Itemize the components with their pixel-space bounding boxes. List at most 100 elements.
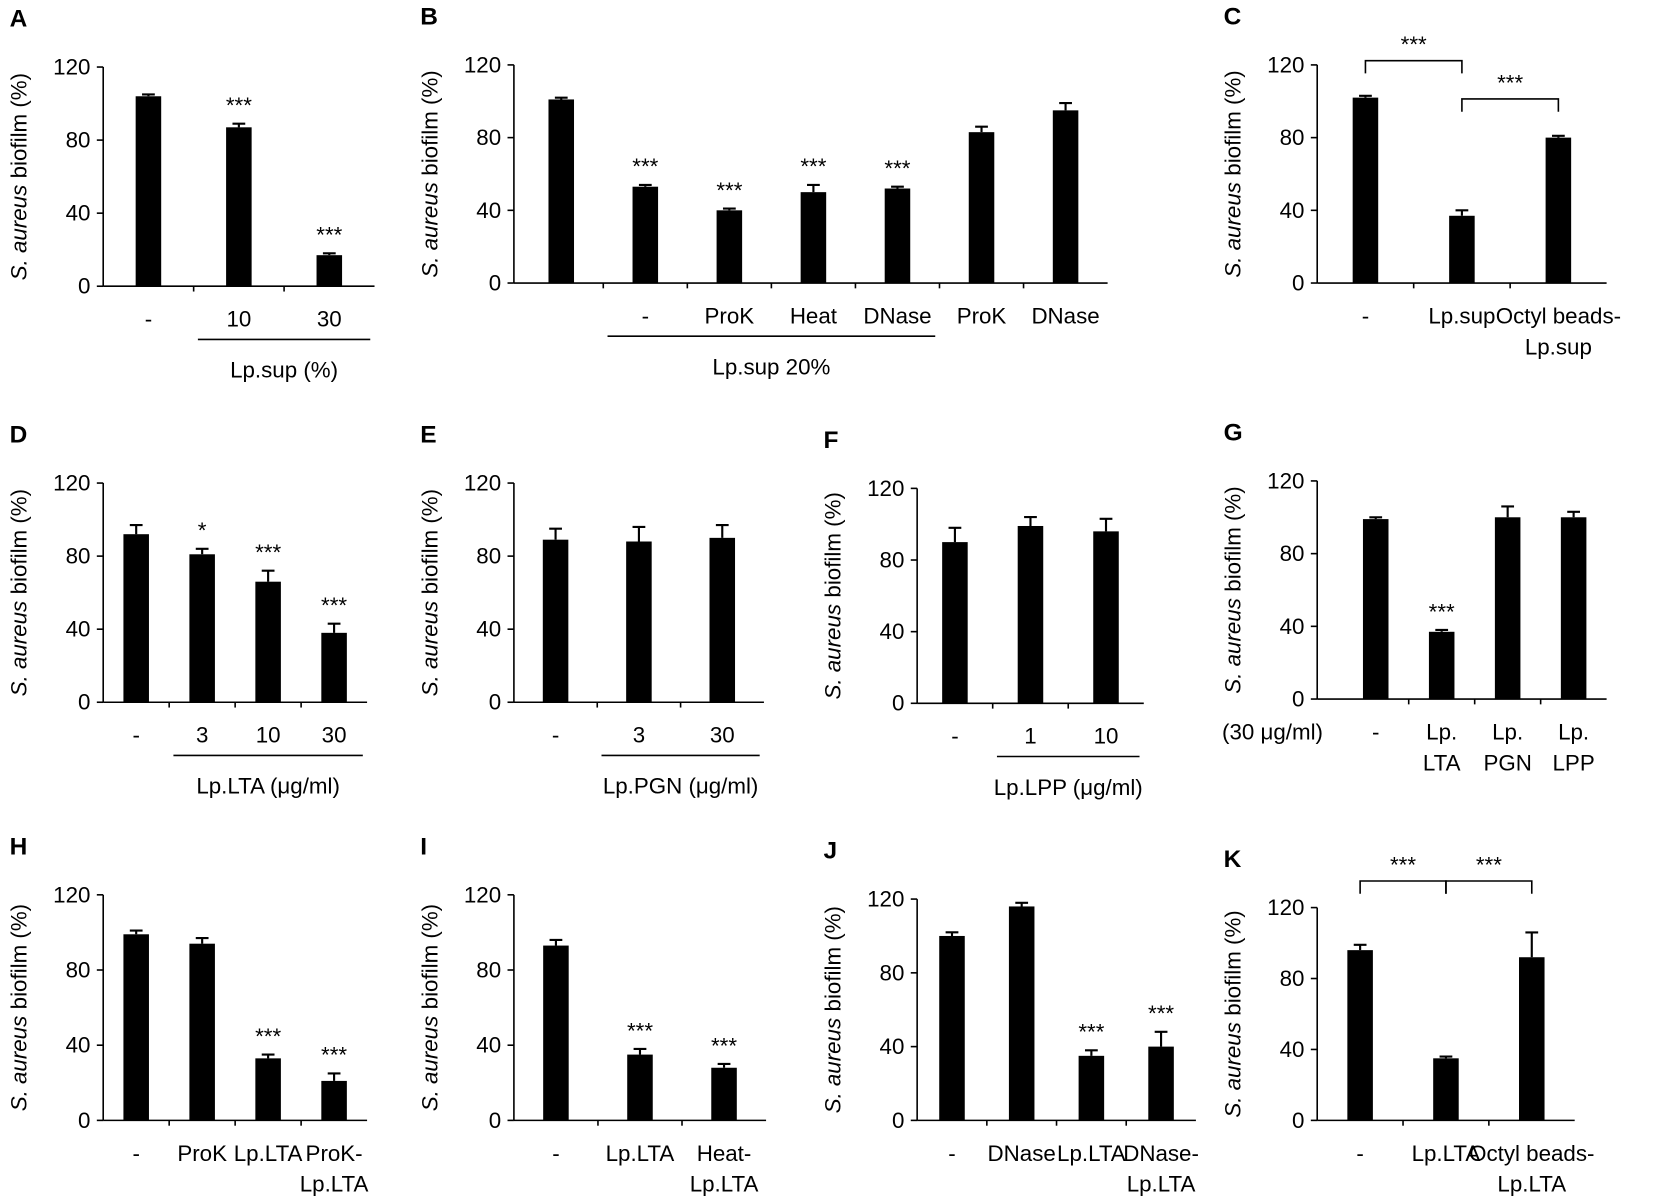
y-axis-label-rest: biofilm (%) — [7, 73, 32, 178]
group-label: Lp.LTA (μg/ml) — [196, 774, 340, 799]
x-tick-label: Lp.sup — [1525, 334, 1592, 359]
significance-label: *** — [255, 540, 281, 565]
x-tick-label: ProK — [957, 303, 1007, 328]
y-tick-label: 120 — [1267, 468, 1304, 493]
y-tick-label: 40 — [66, 617, 91, 642]
bar — [627, 1054, 653, 1121]
y-tick-label: 40 — [476, 198, 501, 223]
x-tick-label: ProK- — [306, 1141, 363, 1166]
y-tick-label: 80 — [476, 125, 501, 150]
bracket-label: *** — [1476, 852, 1502, 877]
error-bar — [1439, 1055, 1453, 1059]
y-axis-label-italic: S. aureus — [7, 601, 32, 697]
error-bar — [1551, 134, 1565, 138]
y-axis-label-italic: S. aureus — [417, 601, 442, 697]
y-axis-label-rest: biofilm (%) — [821, 492, 846, 597]
x-tick-label: Lp. — [1426, 719, 1457, 744]
bar — [123, 934, 149, 1121]
y-axis-label-italic: S. aureus — [417, 1016, 442, 1112]
y-axis-label: S. aureus biofilm (%) — [1221, 910, 1246, 1117]
bar — [800, 192, 827, 284]
x-tick-label: - — [1356, 1141, 1363, 1166]
x-tick-label: Octyl beads- — [1469, 1141, 1594, 1166]
error-bar — [945, 931, 959, 936]
x-tick-label: Lp. — [1492, 719, 1523, 744]
panel-letter: H — [10, 833, 28, 860]
significance-bracket — [1359, 880, 1447, 894]
x-tick-label: - — [552, 723, 559, 748]
bar — [1428, 631, 1455, 700]
x-tick-label: DNase — [863, 303, 931, 328]
panel: G S. aureus biofilm (%) 0 40 80 120 - Lp. LTA Lp. P… — [1221, 419, 1607, 775]
y-axis-label: S. aureus biofilm (%) — [417, 70, 442, 277]
bar — [1017, 525, 1044, 704]
y-tick-label: 0 — [892, 691, 904, 716]
bar — [716, 210, 743, 284]
significance-label: *** — [711, 1033, 737, 1058]
y-axis-label-rest: biofilm (%) — [1221, 486, 1246, 591]
error-bar — [549, 938, 563, 946]
x-tick-label: - — [132, 1141, 139, 1166]
y-axis-label-rest: biofilm (%) — [1221, 70, 1246, 175]
y-tick-label: 40 — [476, 617, 501, 642]
y-axis-label-rest: biofilm (%) — [417, 489, 442, 594]
x-tick-label: Lp.LTA — [1057, 1141, 1126, 1166]
significance-label: *** — [321, 593, 347, 618]
error-bar — [1024, 515, 1037, 526]
bar — [939, 935, 965, 1121]
bar — [189, 943, 215, 1121]
y-tick-label: 0 — [1292, 270, 1304, 295]
y-tick-label: 120 — [464, 882, 501, 907]
x-tick-label: - — [132, 723, 139, 748]
error-bar — [1084, 1049, 1098, 1056]
x-tick-label: Lp.LTA — [1127, 1172, 1196, 1197]
error-bar — [633, 1047, 647, 1055]
y-tick-label: 80 — [880, 960, 905, 985]
significance-label: *** — [321, 1043, 347, 1068]
bar — [226, 127, 252, 287]
y-tick-label: 120 — [464, 471, 501, 496]
y-tick-label: 120 — [867, 476, 904, 501]
y-tick-label: 40 — [880, 619, 905, 644]
bar — [1449, 215, 1475, 284]
significance-bracket — [1445, 880, 1533, 894]
x-tick-label: ProK — [705, 303, 755, 328]
y-tick-label: 80 — [1280, 125, 1305, 150]
x-tick-label: - — [642, 303, 649, 328]
error-bar — [195, 936, 209, 944]
side-label: (30 μg/ml) — [1222, 719, 1323, 744]
x-tick-label: - — [552, 1141, 559, 1166]
bar — [1093, 531, 1119, 704]
bar — [255, 581, 281, 703]
error-bar — [632, 525, 646, 542]
x-tick-label: 1 — [1024, 724, 1036, 749]
y-axis-label: S. aureus biofilm (%) — [821, 906, 846, 1113]
x-tick-label: 3 — [196, 723, 208, 748]
x-tick-label: - — [1362, 303, 1369, 328]
error-bar — [554, 96, 568, 100]
y-axis-label: S. aureus biofilm (%) — [1221, 486, 1246, 693]
error-bar — [322, 252, 336, 256]
y-tick-label: 80 — [66, 128, 91, 153]
bar — [1519, 957, 1545, 1121]
y-tick-label: 0 — [489, 270, 501, 295]
bar — [542, 539, 569, 703]
significance-bracket — [1364, 59, 1463, 74]
x-tick-label: 30 — [322, 723, 347, 748]
error-bar — [891, 185, 904, 189]
y-axis-label-rest: biofilm (%) — [821, 906, 846, 1011]
y-axis-label-italic: S. aureus — [7, 1016, 32, 1112]
error-bar — [232, 122, 246, 128]
y-tick-label: 80 — [1280, 541, 1305, 566]
significance-label: * — [198, 518, 207, 543]
y-axis-label-italic: S. aureus — [821, 604, 846, 700]
error-bar — [1353, 943, 1367, 951]
x-tick-label: Lp.LTA — [606, 1141, 675, 1166]
x-tick-label: PGN — [1483, 750, 1531, 775]
error-bar — [142, 93, 155, 97]
y-axis-label-italic: S. aureus — [1221, 598, 1246, 694]
bar — [942, 542, 968, 704]
